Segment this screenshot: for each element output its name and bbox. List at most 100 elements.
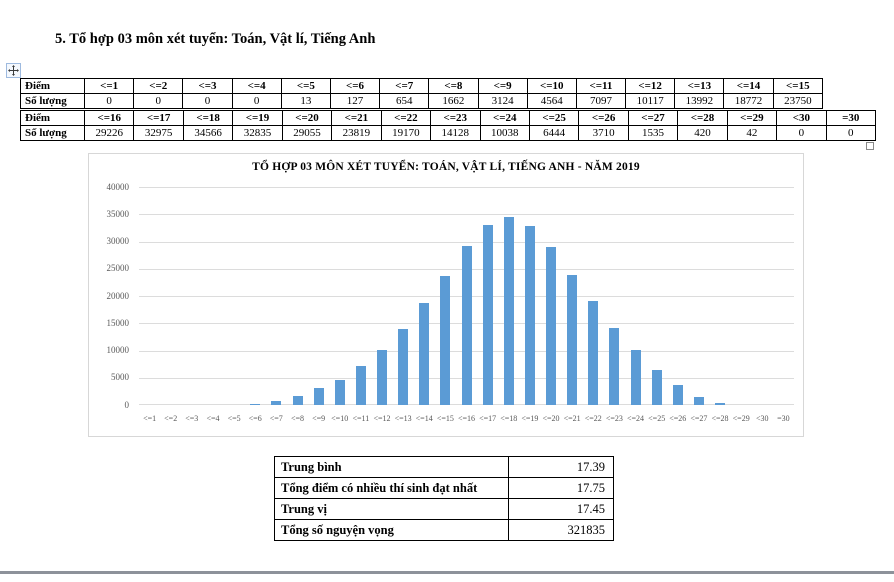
score-row-label: Số lượng bbox=[20, 93, 85, 109]
x-axis-tick-label: <=14 bbox=[415, 414, 433, 423]
score-col-header: <=2 bbox=[133, 78, 184, 94]
score-col-header: <=20 bbox=[281, 110, 333, 126]
score-table-row: Số lượng 29226 32975 34566 32835 29055 23819 19… bbox=[20, 125, 877, 141]
y-axis-tick-label: 5000 bbox=[111, 372, 129, 383]
x-axis-tick-label: <=12 bbox=[373, 414, 391, 423]
score-col-header: <=19 bbox=[232, 110, 283, 126]
score-table-row: Điểm <=1 <=2 <=3 <=4 <=5 <=6 <=7 <=8 <=9 <=10 <=11 <… bbox=[20, 78, 824, 94]
score-value-cell: 6444 bbox=[528, 125, 580, 141]
bar bbox=[693, 396, 704, 405]
bar bbox=[588, 300, 599, 405]
score-col-header: <=16 bbox=[83, 110, 135, 126]
score-col-header: <=7 bbox=[379, 78, 430, 94]
bar bbox=[461, 245, 472, 405]
score-col-header: <=28 bbox=[677, 110, 728, 126]
score-col-header: <=18 bbox=[182, 110, 234, 126]
bar bbox=[440, 275, 451, 405]
summary-value: 321835 bbox=[508, 519, 614, 541]
x-axis-tick-label: <=15 bbox=[436, 414, 454, 423]
x-axis-tick-label: <=20 bbox=[542, 414, 560, 423]
x-axis-tick-label: <=28 bbox=[711, 414, 729, 423]
summary-label: Tổng điểm có nhiều thí sinh đạt nhất bbox=[274, 477, 509, 499]
gridline bbox=[139, 241, 794, 243]
bar bbox=[313, 388, 324, 405]
y-axis-tick-label: 0 bbox=[124, 399, 130, 410]
y-axis-tick-label: 15000 bbox=[106, 317, 130, 328]
score-value-cell: 23819 bbox=[331, 125, 382, 141]
move-arrows-icon bbox=[8, 65, 19, 76]
score-value-cell: 0 bbox=[182, 93, 233, 109]
x-axis-tick-label: <=6 bbox=[248, 414, 262, 423]
score-col-header: <=17 bbox=[133, 110, 184, 126]
x-axis-tick-label: <=10 bbox=[331, 414, 349, 423]
score-col-header: <=27 bbox=[627, 110, 679, 126]
bar bbox=[651, 369, 662, 405]
score-value-cell: 1662 bbox=[428, 93, 479, 109]
bar bbox=[482, 225, 493, 405]
bar bbox=[334, 380, 345, 405]
bar bbox=[419, 302, 430, 405]
score-value-cell: 13992 bbox=[674, 93, 725, 109]
score-table-upper[interactable]: Điểm <=1 <=2 <=3 <=4 <=5 <=6 <=7 <=8 <=9 <=10 <=11 <… bbox=[20, 78, 824, 109]
gridline bbox=[139, 214, 794, 216]
score-col-header: <=25 bbox=[528, 110, 580, 126]
x-axis-tick-label: <=8 bbox=[290, 414, 305, 423]
score-value-cell: 0 bbox=[231, 93, 282, 109]
x-axis-tick-label: <=16 bbox=[457, 414, 476, 423]
score-value-cell: 34566 bbox=[182, 125, 234, 141]
chart-plot-area bbox=[139, 187, 794, 405]
summary-value: 17.45 bbox=[508, 498, 614, 520]
summary-value: 17.75 bbox=[508, 477, 614, 499]
chart-title: TỔ HỢP 03 MÔN XÉT TUYỂN: TOÁN, VẬT LÍ, T… bbox=[252, 161, 640, 173]
score-col-header: <=24 bbox=[479, 110, 530, 126]
x-axis-tick-label: <=5 bbox=[227, 414, 241, 423]
summary-table[interactable]: Trung bình 17.39 Tổng điểm có nhiều thí si… bbox=[274, 456, 614, 541]
table-move-handle[interactable] bbox=[6, 63, 21, 78]
score-value-cell: 0 bbox=[133, 93, 184, 109]
x-axis-tick-label: <30 bbox=[756, 414, 769, 423]
y-axis-tick-label: 35000 bbox=[106, 208, 130, 219]
score-value-cell: 32835 bbox=[232, 125, 283, 141]
summary-value: 17.39 bbox=[508, 456, 614, 478]
score-value-cell: 4564 bbox=[526, 93, 577, 109]
x-axis-tick-label: <=1 bbox=[143, 414, 157, 423]
x-axis-tick-label: <=9 bbox=[312, 414, 326, 423]
y-axis-tick-label: 20000 bbox=[106, 290, 130, 301]
score-value-cell: 654 bbox=[379, 93, 430, 109]
score-col-header: =30 bbox=[825, 110, 877, 126]
bar bbox=[355, 366, 366, 405]
x-axis-tick-label: =30 bbox=[777, 414, 790, 423]
score-value-cell: 29055 bbox=[281, 125, 333, 141]
bar bbox=[503, 216, 514, 405]
x-axis-tick-label: <=25 bbox=[648, 414, 666, 423]
x-axis-tick-label: <=27 bbox=[690, 414, 708, 423]
score-col-header: <=21 bbox=[331, 110, 382, 126]
summary-row: Trung bình 17.39 bbox=[274, 456, 614, 478]
score-value-cell: 0 bbox=[83, 93, 135, 109]
score-value-cell: 0 bbox=[825, 125, 877, 141]
score-value-cell: 32975 bbox=[133, 125, 184, 141]
score-value-cell: 18772 bbox=[723, 93, 774, 109]
score-value-cell: 13 bbox=[280, 93, 331, 109]
x-axis-tick-label: <=11 bbox=[352, 414, 370, 423]
score-value-cell: 14128 bbox=[430, 125, 481, 141]
table-resize-handle[interactable] bbox=[866, 142, 874, 150]
score-value-cell: 1535 bbox=[627, 125, 679, 141]
score-table-lower[interactable]: Điểm <=16 <=17 <=18 <=19 <=20 <=21 <=22 <=23 <=24… bbox=[20, 110, 877, 141]
x-axis-tick-label: <=21 bbox=[563, 414, 581, 423]
score-value-cell: 3124 bbox=[477, 93, 528, 109]
chart-object[interactable]: TỔ HỢP 03 MÔN XÉT TUYỂN: TOÁN, VẬT LÍ, T… bbox=[88, 153, 804, 437]
bar bbox=[672, 384, 683, 405]
bar bbox=[715, 402, 725, 405]
summary-row: Tổng điểm có nhiều thí sinh đạt nhất 17.7… bbox=[274, 477, 614, 499]
summary-row: Trung vị 17.45 bbox=[274, 498, 614, 520]
score-col-header: <=10 bbox=[526, 78, 577, 94]
score-value-cell: 420 bbox=[677, 125, 728, 141]
score-table-row: Số lượng 0 0 0 0 13 127 654 1662 3124 4564 7097 1011… bbox=[20, 93, 824, 109]
score-col-header: <=4 bbox=[231, 78, 282, 94]
score-value-cell: 127 bbox=[329, 93, 381, 109]
x-axis-tick-label: <=13 bbox=[394, 414, 412, 423]
score-table-row: Điểm <=16 <=17 <=18 <=19 <=20 <=21 <=22 <=23 <=24… bbox=[20, 110, 877, 126]
score-value-cell: 23750 bbox=[772, 93, 824, 109]
score-value-cell: 7097 bbox=[575, 93, 627, 109]
